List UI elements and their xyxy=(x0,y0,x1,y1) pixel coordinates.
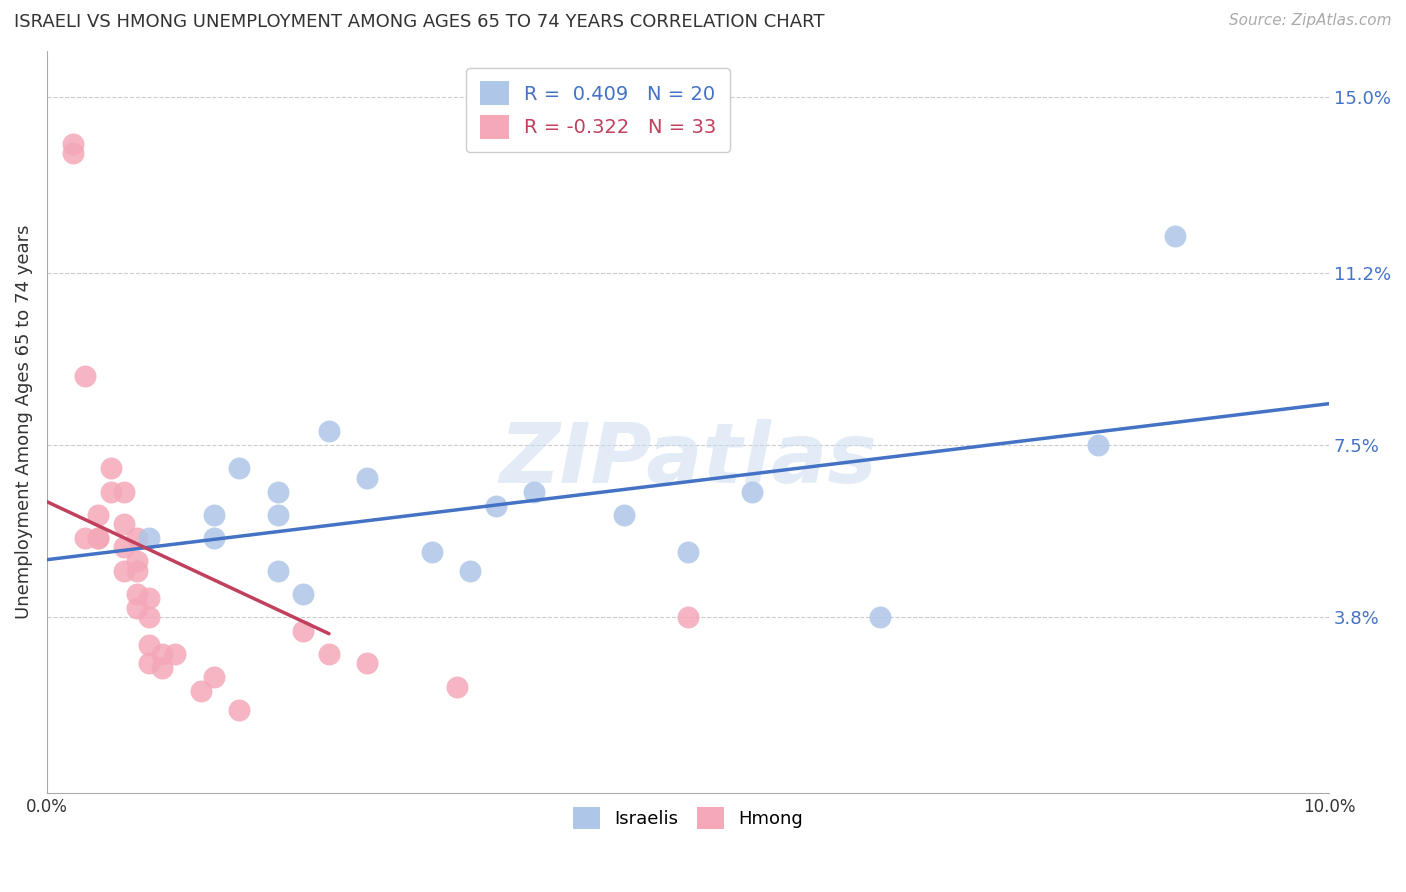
Point xyxy=(676,545,699,559)
Point xyxy=(138,638,160,652)
Point xyxy=(165,647,187,661)
Point xyxy=(266,508,288,522)
Point xyxy=(676,610,699,624)
Point xyxy=(869,610,891,624)
Point xyxy=(228,461,250,475)
Point xyxy=(87,531,110,545)
Point xyxy=(100,484,122,499)
Point xyxy=(202,508,225,522)
Legend: Israelis, Hmong: Israelis, Hmong xyxy=(565,800,810,837)
Point xyxy=(292,587,315,601)
Point xyxy=(138,657,160,671)
Point xyxy=(125,554,148,568)
Point xyxy=(356,657,378,671)
Point xyxy=(1087,438,1109,452)
Point xyxy=(125,587,148,601)
Point xyxy=(202,670,225,684)
Point xyxy=(87,531,110,545)
Point xyxy=(292,624,315,638)
Point xyxy=(202,531,225,545)
Point xyxy=(125,564,148,578)
Point xyxy=(228,703,250,717)
Point xyxy=(741,484,763,499)
Point xyxy=(318,647,340,661)
Point xyxy=(138,610,160,624)
Point xyxy=(150,647,173,661)
Point xyxy=(458,564,481,578)
Point xyxy=(190,684,212,698)
Point xyxy=(138,591,160,606)
Point xyxy=(75,531,97,545)
Text: ZIPatlas: ZIPatlas xyxy=(499,418,877,500)
Point xyxy=(266,484,288,499)
Point xyxy=(318,425,340,439)
Y-axis label: Unemployment Among Ages 65 to 74 years: Unemployment Among Ages 65 to 74 years xyxy=(15,225,32,619)
Point xyxy=(100,461,122,475)
Point xyxy=(112,517,135,532)
Point xyxy=(112,484,135,499)
Text: Source: ZipAtlas.com: Source: ZipAtlas.com xyxy=(1229,13,1392,29)
Point xyxy=(125,600,148,615)
Point xyxy=(523,484,546,499)
Point xyxy=(266,564,288,578)
Point xyxy=(446,680,468,694)
Point xyxy=(62,145,84,160)
Point xyxy=(75,368,97,383)
Point xyxy=(1164,229,1187,244)
Point xyxy=(87,508,110,522)
Point xyxy=(62,136,84,151)
Point xyxy=(138,531,160,545)
Point xyxy=(613,508,636,522)
Point xyxy=(112,564,135,578)
Point xyxy=(420,545,443,559)
Point xyxy=(150,661,173,675)
Point xyxy=(356,471,378,485)
Point xyxy=(485,499,508,513)
Point xyxy=(112,541,135,555)
Point xyxy=(125,531,148,545)
Text: ISRAELI VS HMONG UNEMPLOYMENT AMONG AGES 65 TO 74 YEARS CORRELATION CHART: ISRAELI VS HMONG UNEMPLOYMENT AMONG AGES… xyxy=(14,13,824,31)
